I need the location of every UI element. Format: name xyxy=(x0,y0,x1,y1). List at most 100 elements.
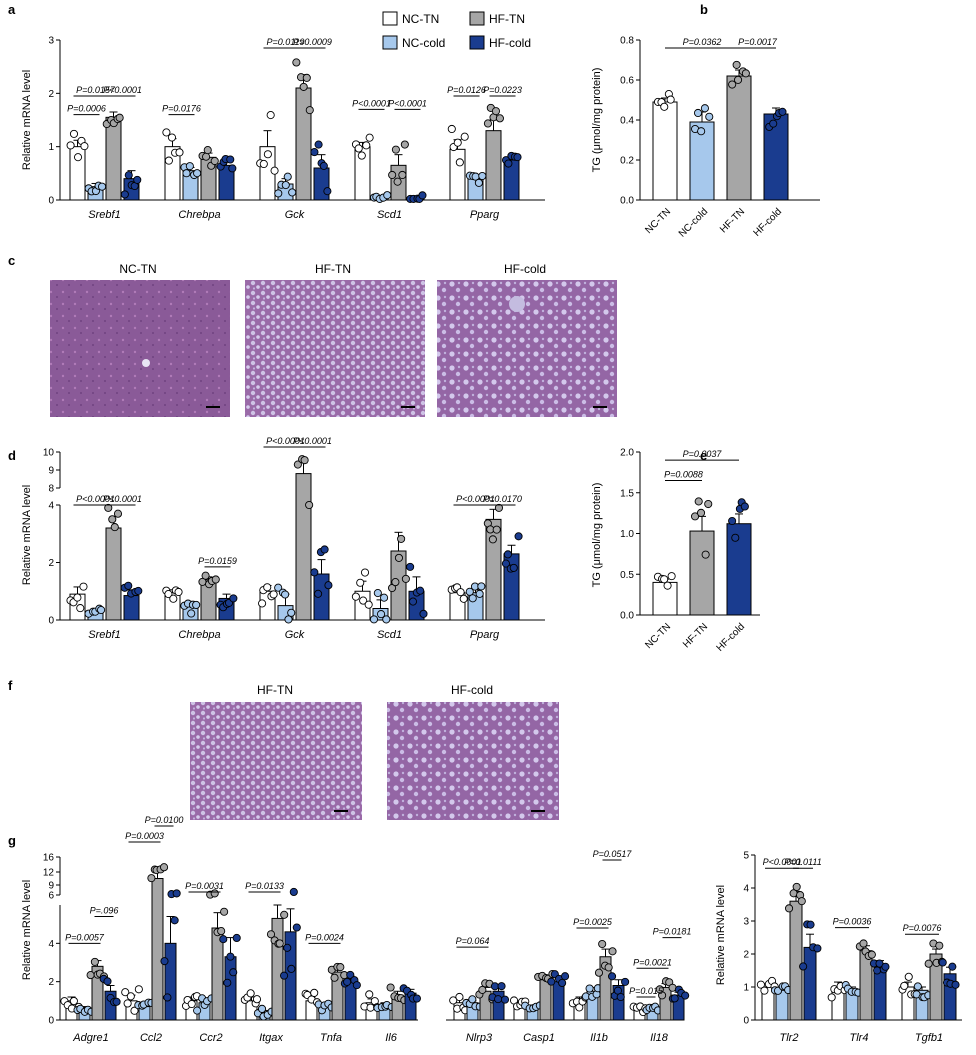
chart-b-category-label: NC-cold xyxy=(677,206,710,239)
chart-b-y-tick-label: 0.0 xyxy=(620,196,634,207)
chart-a-point xyxy=(97,182,107,191)
chart-d-point xyxy=(281,590,290,599)
chart-g2-pvalue-label: P=0.0111 xyxy=(784,857,821,867)
chart-g1-point xyxy=(494,995,503,1004)
chart-g1-y-tick-label: 2 xyxy=(48,977,54,988)
chart-a: 0 1 2 3 Relative mRNA level Srebf1 Chrebpa Gck S… xyxy=(21,36,545,221)
chart-a-pvalue-label: P<0.0001 xyxy=(388,98,427,108)
chart-a-point xyxy=(478,171,487,181)
image-c-label: HF-TN xyxy=(315,262,351,276)
chart-d-point xyxy=(356,578,365,587)
chart-a-point xyxy=(491,107,501,116)
chart-a-point xyxy=(323,187,332,196)
chart-a-point xyxy=(388,170,397,180)
chart-d-pvalue-label: P<0.0001 xyxy=(76,494,115,504)
chart-g1-point xyxy=(232,933,241,943)
chart-g1-point xyxy=(658,991,667,1000)
legend: NC-TN NC-cold HF-TN HF-cold xyxy=(382,11,531,50)
chart-a-point xyxy=(203,146,212,155)
chart-g1-pvalue-label: P=0.015 xyxy=(629,986,664,996)
chart-d-point xyxy=(382,615,391,624)
chart-d-point xyxy=(113,509,123,518)
chart-e-point xyxy=(728,516,737,526)
chart-a-category-label: Pparg xyxy=(470,209,500,221)
chart-d-point xyxy=(494,503,504,512)
chart-d-bar xyxy=(485,518,502,621)
chart-d: 0 2 4 8 9 10 Relative mRNA level Srebf1 Chrebpa G… xyxy=(21,436,545,641)
chart-b-point xyxy=(728,80,737,89)
chart-g2-point xyxy=(756,980,765,989)
chart-g1-pvalue-label: P=0.064 xyxy=(456,936,490,946)
chart-a-point xyxy=(283,172,292,181)
chart-g1-point xyxy=(594,968,604,977)
chart-g1-point xyxy=(90,957,99,966)
chart-g2-pvalue-label: P<0.0001 xyxy=(763,857,802,867)
chart-g1-pvalue-label: P=0.0100 xyxy=(145,815,184,825)
chart-g1-point xyxy=(193,1006,202,1015)
chart-g2-bar xyxy=(789,900,803,1021)
chart-a-point xyxy=(274,189,283,198)
chart-g1-point xyxy=(112,997,121,1006)
chart-g1-point xyxy=(147,874,156,883)
chart-a-point xyxy=(182,169,191,178)
chart-g1-point xyxy=(134,985,143,994)
chart-g1-point xyxy=(289,887,298,897)
chart-d-point xyxy=(468,594,477,603)
chart-b-point xyxy=(741,69,750,78)
chart-d-point xyxy=(97,605,106,615)
chart-g2-ylabel: Relative mRNA level xyxy=(715,885,727,985)
chart-d-point xyxy=(416,586,425,595)
chart-g2-bar xyxy=(803,946,817,1021)
chart-d-bar xyxy=(295,473,312,621)
chart-e-point xyxy=(660,575,669,584)
chart-g1-point xyxy=(287,964,296,973)
chart-d-point xyxy=(394,553,403,562)
chart-a-pvalue-label: P=0.0119 xyxy=(266,37,304,47)
chart-a-point xyxy=(164,156,173,165)
chart-g2-point xyxy=(924,959,933,968)
chart-d-point xyxy=(387,583,397,593)
chart-b-ylabel: TG (μmol/mg protein) xyxy=(591,68,603,173)
chart-b-category-label: HF-TN xyxy=(718,206,747,235)
chart-g1-category-label: Adgre1 xyxy=(72,1032,108,1044)
chart-d-point xyxy=(377,610,386,619)
chart-a-point xyxy=(263,150,272,159)
chart-g1-point xyxy=(478,985,487,994)
chart-d-ylabel: Relative mRNA level xyxy=(21,485,33,585)
chart-g1-category-label: Tnfa xyxy=(320,1032,342,1044)
chart-a-pvalue-label: P=0.0157 xyxy=(76,85,116,95)
chart-d-category-label: Srebf1 xyxy=(88,629,120,641)
chart-g2-point xyxy=(881,962,890,971)
vessel xyxy=(509,296,525,312)
chart-g1-y-tick-label: 12 xyxy=(43,868,55,879)
chart-a-bar xyxy=(295,87,312,201)
chart-g1-bar xyxy=(151,878,164,1021)
chart-g1-point xyxy=(223,978,232,987)
chart-g1-point xyxy=(257,1004,267,1013)
chart-b-category-label: HF-cold xyxy=(752,206,785,239)
chart-d-y-tick-label: 2 xyxy=(48,558,54,569)
chart-g1-category-label: Nlrp3 xyxy=(466,1032,493,1044)
chart-e-category-label: NC-TN xyxy=(643,621,673,651)
chart-d-category-label: Pparg xyxy=(470,629,500,641)
chart-g2-point xyxy=(785,904,794,913)
chart-g2-point xyxy=(799,962,808,971)
chart-g1-point xyxy=(170,916,179,925)
panel-letter-g: g xyxy=(8,833,16,848)
chart-d-point xyxy=(314,589,323,598)
chart-g1-category-label: Itgax xyxy=(259,1032,283,1044)
chart-g1-point xyxy=(585,984,594,993)
chart-a-point xyxy=(124,171,133,180)
chart-g1-point xyxy=(616,992,625,1002)
chart-e-y-tick-label: 0.0 xyxy=(620,611,634,622)
chart-g1-y-tick-label: 6 xyxy=(48,891,54,902)
chart-d-pvalue-label: P<0.0001 xyxy=(456,494,495,504)
chart-a-point xyxy=(228,164,237,173)
chart-a-point xyxy=(319,161,328,170)
chart-d-point xyxy=(369,615,379,624)
chart-a-point xyxy=(162,128,171,137)
chart-a-point xyxy=(73,153,83,162)
image-c-label: HF-cold xyxy=(504,262,546,276)
chart-g2-point xyxy=(760,986,769,995)
chart-a-pvalue-label: P=0.0126 xyxy=(447,85,486,95)
